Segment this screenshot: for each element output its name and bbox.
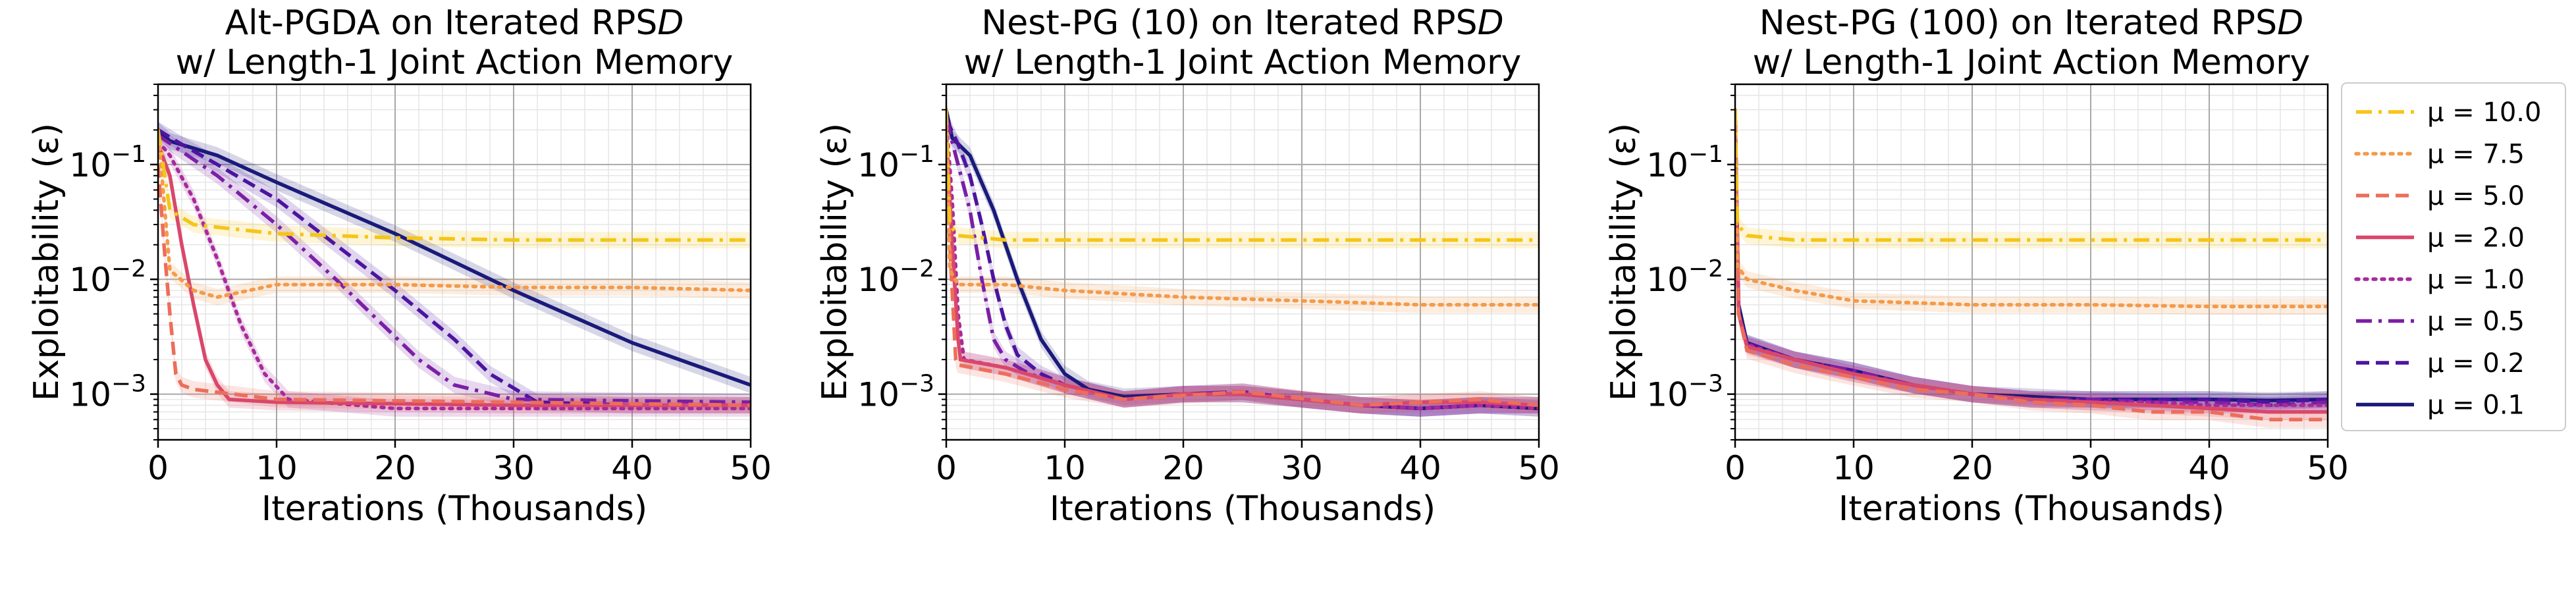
chart-title-line-2: w/ Length-1 Joint Action Memory — [1753, 43, 2311, 82]
x-tick-label: 30 — [493, 449, 535, 487]
chart-title-line-1: Nest-PG (100) on Iterated RPSD — [1759, 3, 2303, 43]
legend-frame — [2341, 82, 2566, 431]
series-band — [946, 101, 1539, 313]
y-axis-label: Exploitability (ε) — [27, 123, 67, 401]
series-line — [946, 107, 1539, 307]
y-tick-label: 10−1 — [1646, 141, 1723, 184]
y-tick-label: 10−3 — [1646, 371, 1723, 414]
series-line — [1735, 109, 2328, 414]
x-tick-label: 20 — [1951, 449, 1993, 487]
plot-frame — [157, 83, 752, 441]
legend: μ = 10.0 μ = 7.5 μ = 5.0 μ = 2.0 μ = 1.0 μ = … — [2341, 82, 2566, 431]
x-tick-label: 50 — [1518, 449, 1560, 487]
y-tick-label: 10−1 — [69, 141, 146, 184]
y-axis-label: Exploitability (ε) — [1604, 123, 1644, 401]
series-band — [158, 121, 751, 249]
x-tick-label: 30 — [1281, 449, 1323, 487]
y-tick-label: 10−3 — [857, 371, 934, 414]
chart-panel-1: 0 10 20 30 40 50 10−3 10−2 10−1 Iterations (Thous… — [27, 3, 772, 529]
legend-label: μ = 10.0 — [2427, 97, 2541, 128]
chart-title-line-1: Alt-PGDA on Iterated RPSD — [225, 3, 684, 43]
series-band — [946, 121, 1539, 413]
legend-label: μ = 5.0 — [2427, 181, 2525, 211]
y-tick-label: 10−1 — [857, 141, 934, 184]
x-axis-label: Iterations (Thousands) — [1838, 489, 2224, 529]
series-band — [1735, 101, 2328, 249]
series-line — [158, 139, 751, 411]
series-line — [1735, 107, 2328, 309]
series-line — [158, 144, 751, 408]
series-band — [1735, 101, 2328, 428]
x-tick-label: 10 — [1044, 449, 1086, 487]
series-line — [158, 128, 751, 300]
x-tick-label: 40 — [611, 449, 653, 487]
y-axis-label: Exploitability (ε) — [815, 123, 855, 401]
y-tick-label: 10−3 — [69, 371, 146, 414]
chart-title-line-2: w/ Length-1 Joint Action Memory — [964, 43, 1522, 82]
x-tick-label: 20 — [374, 449, 416, 487]
y-tick-label: 10−2 — [69, 255, 146, 299]
x-tick-label: 10 — [255, 449, 298, 487]
series-band — [946, 101, 1539, 249]
x-tick-label: 0 — [148, 449, 169, 487]
x-tick-label: 20 — [1162, 449, 1204, 487]
plot-frame — [945, 83, 1540, 441]
series-line — [1735, 109, 2328, 242]
legend-label: μ = 0.1 — [2427, 390, 2525, 421]
chart-panel-3: 0 10 20 30 40 50 10−3 10−2 10−1 Iterations (Thous… — [1604, 3, 2349, 529]
series-line — [946, 130, 1539, 408]
x-axis-label: Iterations (Thousands) — [261, 489, 647, 529]
chart-title-line-1: Nest-PG (10) on Iterated RPSD — [981, 3, 1503, 43]
plot-frame — [1734, 83, 2329, 441]
x-tick-label: 40 — [2188, 449, 2230, 487]
legend-label: μ = 7.5 — [2427, 140, 2525, 170]
legend-label: μ = 0.5 — [2427, 307, 2525, 337]
y-tick-label: 10−2 — [1646, 255, 1723, 299]
series-line — [158, 129, 751, 242]
legend-label: μ = 1.0 — [2427, 265, 2525, 295]
x-tick-label: 30 — [2070, 449, 2112, 487]
chart-title-line-2: w/ Length-1 Joint Action Memory — [176, 43, 734, 82]
legend-label: μ = 0.2 — [2427, 348, 2525, 379]
legend-label: μ = 2.0 — [2427, 223, 2525, 253]
x-tick-label: 0 — [936, 449, 957, 487]
x-axis-label: Iterations (Thousands) — [1050, 489, 1436, 529]
series-line — [1735, 109, 2328, 422]
series-line — [158, 164, 751, 408]
series-line — [158, 128, 751, 408]
series-band — [1735, 101, 2328, 315]
x-tick-label: 0 — [1725, 449, 1746, 487]
series-line — [1735, 107, 2328, 408]
series-band — [158, 121, 751, 306]
x-tick-label: 40 — [1399, 449, 1441, 487]
y-tick-label: 10−2 — [857, 255, 934, 299]
series-band — [158, 121, 751, 394]
series-line — [946, 118, 1539, 411]
x-tick-label: 10 — [1833, 449, 1875, 487]
x-tick-label: 50 — [2307, 449, 2349, 487]
x-tick-label: 50 — [730, 449, 772, 487]
series-line — [946, 109, 1539, 242]
chart-panel-2: 0 10 20 30 40 50 10−3 10−2 10−1 Iterations (Thous… — [815, 3, 1560, 529]
